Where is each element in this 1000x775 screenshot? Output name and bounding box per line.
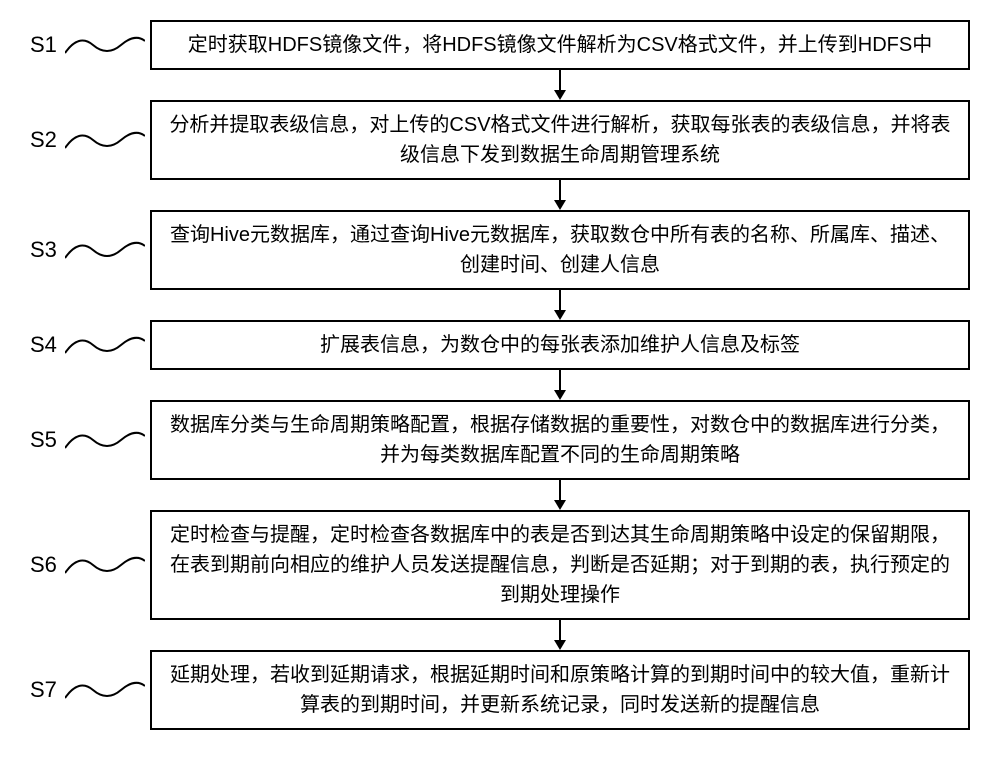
- arrow-down-icon: [545, 290, 575, 320]
- step-text: 分析并提取表级信息，对上传的CSV格式文件进行解析，获取每张表的表级信息，并将表…: [166, 110, 954, 170]
- step-text: 扩展表信息，为数仓中的每张表添加维护人信息及标签: [320, 330, 800, 360]
- arrow-down-icon: [545, 180, 575, 210]
- step-box: 定时获取HDFS镜像文件，将HDFS镜像文件解析为CSV格式文件，并上传到HDF…: [150, 20, 970, 70]
- step-row: S4 扩展表信息，为数仓中的每张表添加维护人信息及标签: [30, 320, 970, 370]
- step-text: 查询Hive元数据库，通过查询Hive元数据库，获取数仓中所有表的名称、所属库、…: [166, 220, 954, 280]
- step-text: 延期处理，若收到延期请求，根据延期时间和原策略计算的到期时间中的较大值，重新计算…: [166, 660, 954, 720]
- step-box: 数据库分类与生命周期策略配置，根据存储数据的重要性，对数仓中的数据库进行分类，并…: [150, 400, 970, 480]
- arrow-container: [30, 370, 970, 400]
- step-row: S5 数据库分类与生命周期策略配置，根据存储数据的重要性，对数仓中的数据库进行分…: [30, 400, 970, 480]
- step-wave-icon: [65, 126, 145, 154]
- step-label-text: S6: [30, 552, 57, 578]
- arrow-container: [30, 70, 970, 100]
- step-row: S3 查询Hive元数据库，通过查询Hive元数据库，获取数仓中所有表的名称、所…: [30, 210, 970, 290]
- step-box: 扩展表信息，为数仓中的每张表添加维护人信息及标签: [150, 320, 970, 370]
- step-box: 延期处理，若收到延期请求，根据延期时间和原策略计算的到期时间中的较大值，重新计算…: [150, 650, 970, 730]
- arrow-container: [30, 480, 970, 510]
- step-wave-icon: [65, 551, 145, 579]
- step-wave-icon: [65, 331, 145, 359]
- step-label: S1: [30, 31, 150, 59]
- step-label-text: S1: [30, 32, 57, 58]
- step-label-text: S5: [30, 427, 57, 453]
- step-label-text: S3: [30, 237, 57, 263]
- step-row: S7 延期处理，若收到延期请求，根据延期时间和原策略计算的到期时间中的较大值，重…: [30, 650, 970, 730]
- step-text: 定时获取HDFS镜像文件，将HDFS镜像文件解析为CSV格式文件，并上传到HDF…: [188, 30, 932, 60]
- step-label: S5: [30, 426, 150, 454]
- step-row: S6 定时检查与提醒，定时检查各数据库中的表是否到达其生命周期策略中设定的保留期…: [30, 510, 970, 620]
- step-label-text: S4: [30, 332, 57, 358]
- step-row: S1 定时获取HDFS镜像文件，将HDFS镜像文件解析为CSV格式文件，并上传到…: [30, 20, 970, 70]
- arrow-down-icon: [545, 370, 575, 400]
- flowchart-diagram: S1 定时获取HDFS镜像文件，将HDFS镜像文件解析为CSV格式文件，并上传到…: [0, 0, 1000, 775]
- step-label: S4: [30, 331, 150, 359]
- step-wave-icon: [65, 236, 145, 264]
- step-box: 定时检查与提醒，定时检查各数据库中的表是否到达其生命周期策略中设定的保留期限，在…: [150, 510, 970, 620]
- step-label-text: S7: [30, 677, 57, 703]
- arrow-container: [30, 180, 970, 210]
- step-wave-icon: [65, 676, 145, 704]
- arrow-container: [30, 290, 970, 320]
- arrow-container: [30, 620, 970, 650]
- step-row: S2 分析并提取表级信息，对上传的CSV格式文件进行解析，获取每张表的表级信息，…: [30, 100, 970, 180]
- arrow-down-icon: [545, 70, 575, 100]
- step-label: S7: [30, 676, 150, 704]
- step-wave-icon: [65, 426, 145, 454]
- step-box: 查询Hive元数据库，通过查询Hive元数据库，获取数仓中所有表的名称、所属库、…: [150, 210, 970, 290]
- arrow-down-icon: [545, 620, 575, 650]
- step-label: S3: [30, 236, 150, 264]
- step-label: S2: [30, 126, 150, 154]
- step-label-text: S2: [30, 127, 57, 153]
- step-wave-icon: [65, 31, 145, 59]
- arrow-down-icon: [545, 480, 575, 510]
- step-text: 数据库分类与生命周期策略配置，根据存储数据的重要性，对数仓中的数据库进行分类，并…: [166, 410, 954, 470]
- step-text: 定时检查与提醒，定时检查各数据库中的表是否到达其生命周期策略中设定的保留期限，在…: [166, 520, 954, 610]
- step-label: S6: [30, 551, 150, 579]
- step-box: 分析并提取表级信息，对上传的CSV格式文件进行解析，获取每张表的表级信息，并将表…: [150, 100, 970, 180]
